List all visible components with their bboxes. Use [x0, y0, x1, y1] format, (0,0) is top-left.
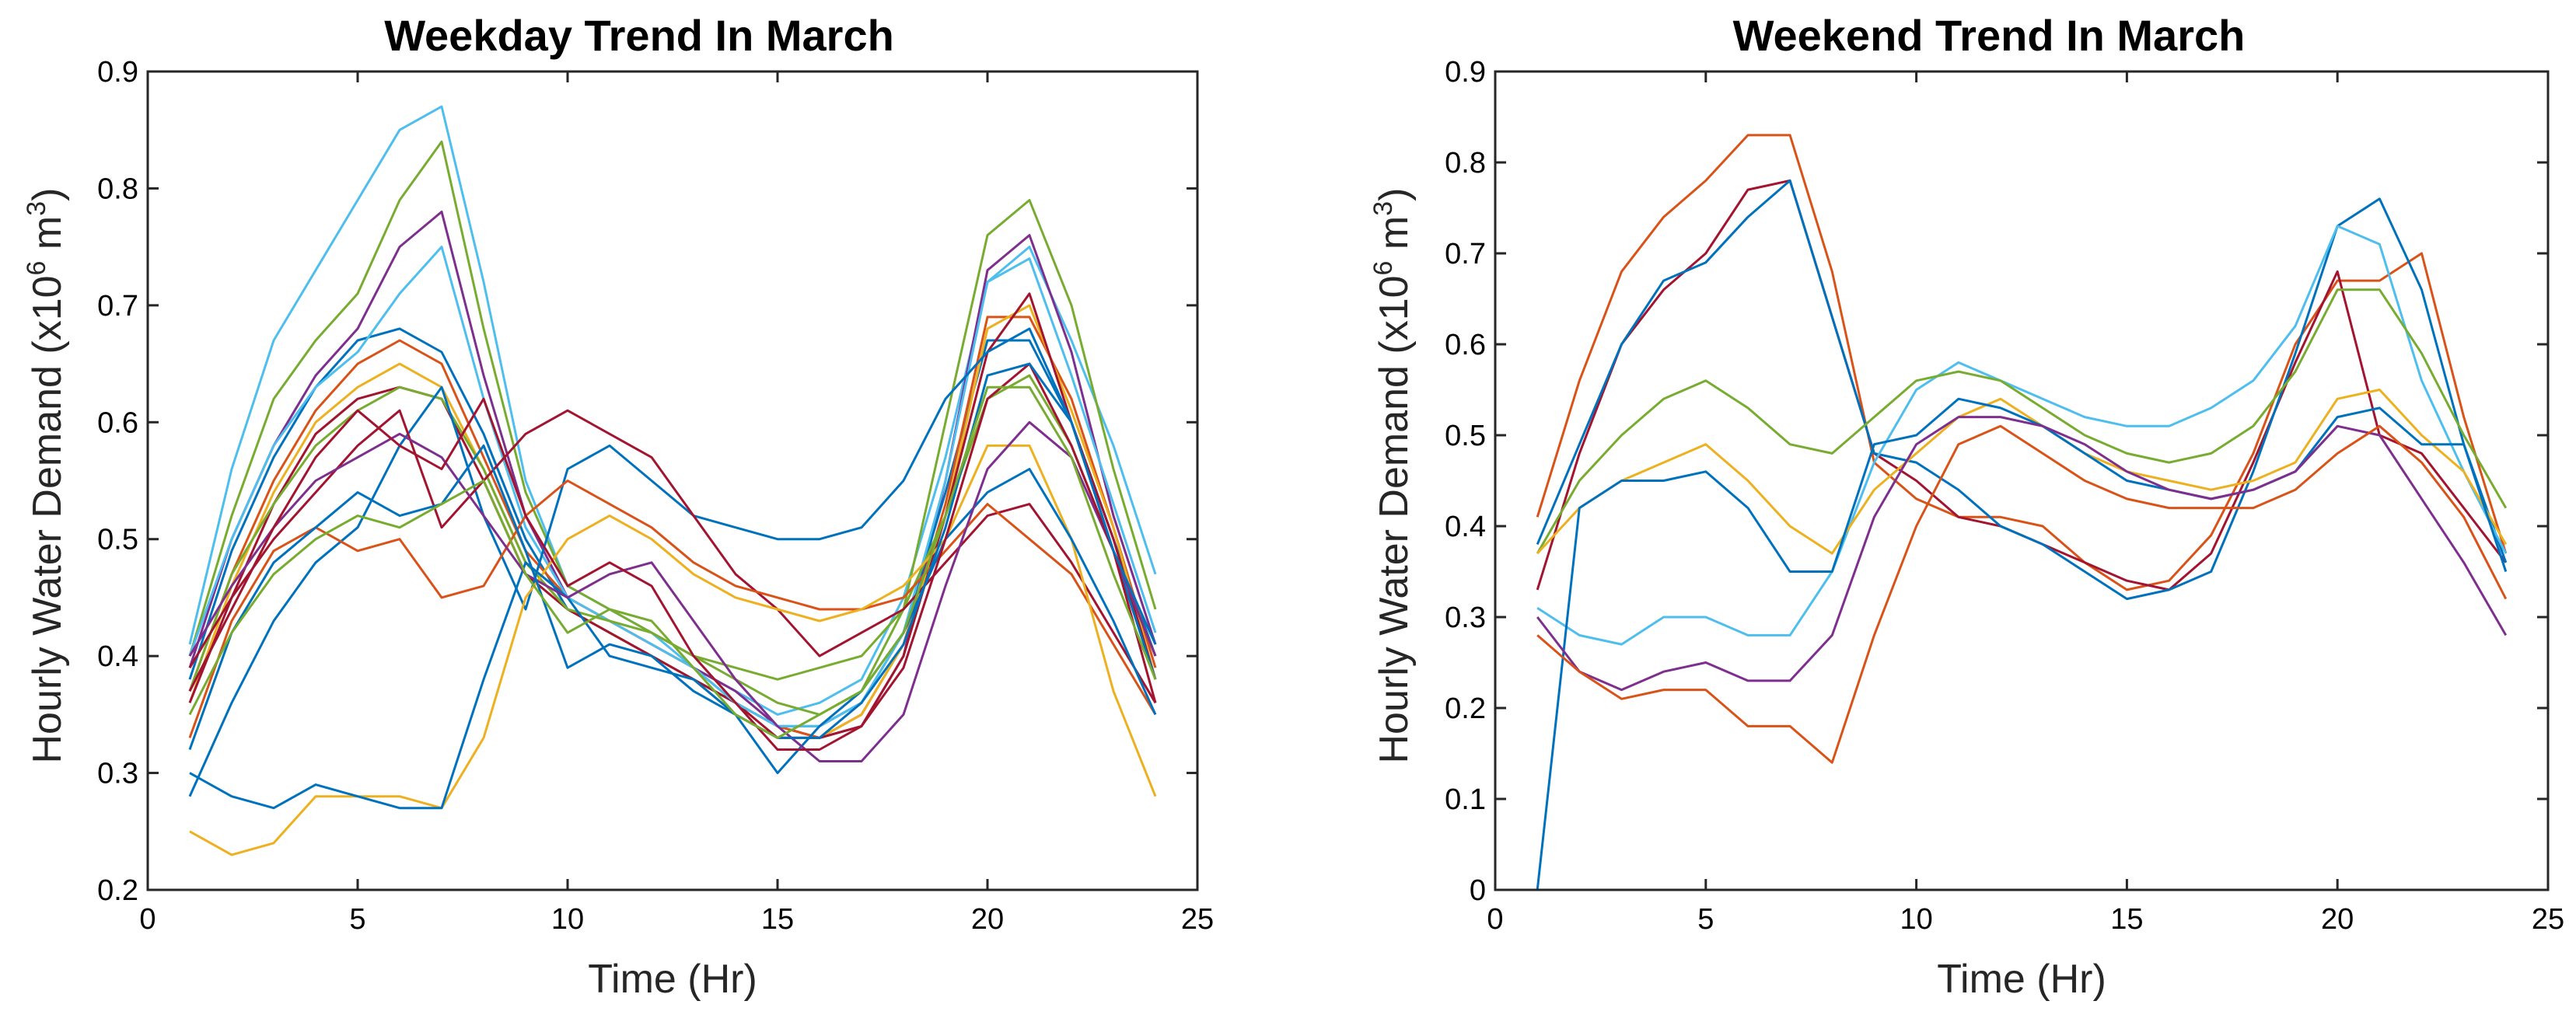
y-tick-label: 0.2 — [1445, 692, 1486, 725]
y-axis-label: Hourly Water Demand (x106 m3) — [1368, 188, 1417, 764]
y-tick-label: 0.9 — [97, 56, 138, 89]
series-line-8 — [188, 246, 1157, 727]
series-line-12 — [188, 480, 1157, 738]
y-tick-label: 0.2 — [97, 874, 138, 907]
x-tick-label: 5 — [349, 903, 365, 936]
series-line-3 — [188, 211, 1157, 739]
y-tick-label: 0.8 — [97, 173, 138, 205]
y-tick-label: 0.5 — [1445, 420, 1486, 452]
y-tick-label: 0.7 — [97, 290, 138, 323]
series-line-6 — [1536, 389, 2508, 555]
y-tick-label: 0.6 — [97, 406, 138, 439]
y-tick-label: 0 — [1470, 874, 1486, 907]
series-line-4 — [1536, 225, 2508, 646]
plot-area-weekend: 0 5 10 15 20 25 0 0.1 0.2 0.3 0.4 0.5 0.6 0.7 0.8 0.9 — [1445, 56, 2564, 936]
y-tick-label: 0.5 — [97, 524, 138, 556]
plot-area-weekday: 0 5 10 15 20 25 0.2 0.3 0.4 0.5 0.6 0.7 0.8 0.9 — [97, 56, 1214, 936]
y-tick-label: 0.3 — [97, 758, 138, 790]
series-line-2 — [1536, 179, 2507, 591]
series-line-3 — [1536, 179, 2508, 601]
x-tick-label: 10 — [1900, 903, 1932, 936]
series-line-2 — [188, 140, 1157, 716]
chart-title: Weekday Trend In March — [384, 11, 894, 60]
series-line-14 — [189, 468, 1157, 810]
series-line-17 — [188, 362, 1157, 751]
series-line-9 — [1536, 424, 2508, 764]
y-tick-label: 0.3 — [1445, 602, 1486, 634]
x-tick-label: 5 — [1697, 903, 1714, 936]
y-axis-label: Hourly Water Demand (x106 m3) — [22, 188, 70, 764]
series-line-7 — [1536, 397, 2508, 891]
x-tick-label: 0 — [1487, 903, 1503, 936]
series-line-7 — [188, 292, 1157, 739]
x-tick-label: 20 — [971, 903, 1004, 936]
series-line-1 — [188, 105, 1157, 716]
weekend-chart: Weekend Trend In March Hourly Water Dema… — [1368, 11, 2564, 1002]
y-tick-label: 0.4 — [1445, 511, 1486, 543]
x-tick-label: 20 — [2321, 903, 2354, 936]
y-tick-label: 0.6 — [1445, 329, 1486, 361]
x-tick-label: 25 — [2532, 903, 2564, 936]
weekday-chart: Weekday Trend In March Hourly Water Dema… — [22, 11, 1214, 1002]
y-tick-label: 0.9 — [1445, 56, 1486, 89]
y-tick-label: 0.8 — [1445, 147, 1486, 180]
series-line-11 — [188, 409, 1157, 704]
x-axis-label: Time (Hr) — [588, 957, 757, 1002]
series-line-5 — [1536, 288, 2508, 554]
axes-box — [146, 70, 1199, 891]
y-tick-label: 0.7 — [1445, 238, 1486, 270]
series-line-10 — [188, 327, 1157, 797]
y-tick-label: 0.1 — [1445, 783, 1486, 816]
axes-box — [1494, 70, 2550, 891]
series-line-1 — [1536, 134, 2508, 591]
series-line-15 — [188, 420, 1157, 762]
series-line-8 — [1536, 416, 2508, 692]
x-tick-label: 10 — [551, 903, 584, 936]
x-tick-label: 25 — [1181, 903, 1214, 936]
chart-title: Weekend Trend In March — [1733, 11, 2246, 60]
x-tick-label: 15 — [761, 903, 794, 936]
x-axis-label: Time (Hr) — [1937, 957, 2106, 1002]
x-tick-label: 0 — [139, 903, 156, 936]
series-line-16 — [188, 362, 1157, 751]
series-line-18 — [188, 385, 1157, 739]
y-tick-label: 0.4 — [97, 640, 138, 673]
x-tick-label: 15 — [2110, 903, 2143, 936]
series-line-13 — [189, 444, 1157, 856]
